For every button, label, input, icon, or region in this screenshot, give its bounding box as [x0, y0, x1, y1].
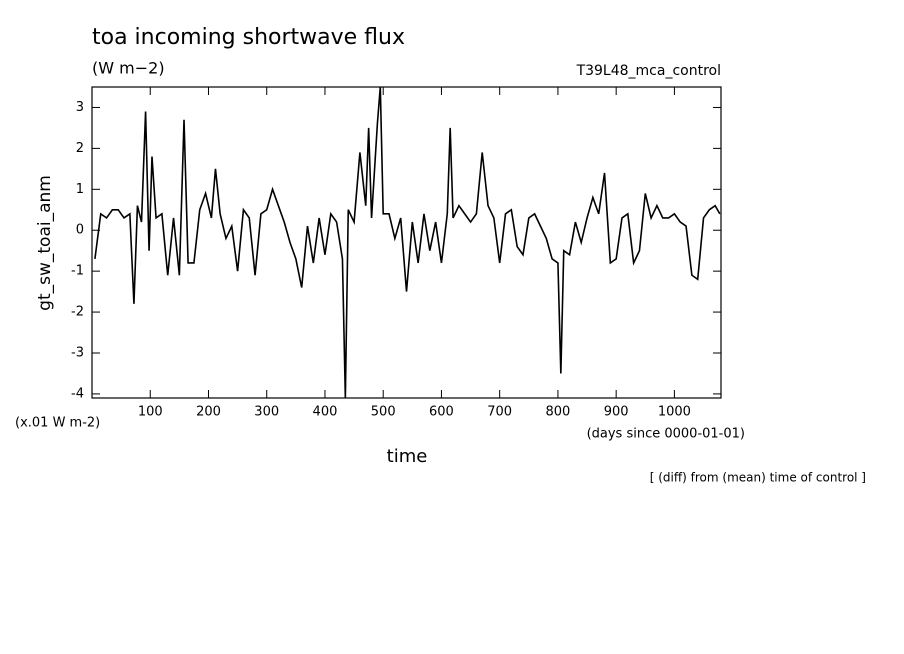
chart-title: toa incoming shortwave flux	[92, 25, 405, 50]
x-tick-label: 900	[604, 405, 629, 420]
y-tick-label: -3	[71, 345, 84, 360]
x-axis-label: time	[387, 446, 428, 467]
x-tick-label: 1000	[658, 405, 691, 420]
data-line	[94, 87, 721, 398]
y-tick-label: -1	[71, 264, 84, 279]
x-tick-label: 800	[546, 405, 571, 420]
plot-frame	[91, 86, 722, 399]
x-tick-label: 500	[371, 405, 396, 420]
x-unit: (days since 0000-01-01)	[587, 427, 745, 442]
note: [ (diff) from (mean) time of control ]	[650, 471, 866, 485]
x-tick-label: 700	[487, 405, 512, 420]
x-tick-label: 400	[313, 405, 338, 420]
y-unit: (x.01 W m-2)	[15, 416, 100, 431]
y-tick-label: 1	[76, 182, 84, 197]
y-tick-label: 2	[76, 141, 84, 156]
x-tick-label: 200	[196, 405, 221, 420]
experiment-label: T39L48_mca_control	[576, 63, 721, 79]
x-tick-label: 600	[429, 405, 454, 420]
y-tick-label: -2	[71, 305, 84, 320]
y-tick-label: -4	[71, 386, 84, 401]
y-tick-label: 0	[76, 223, 84, 238]
y-tick-label: 3	[76, 100, 84, 115]
chart-subtitle: (W m−2)	[92, 59, 165, 78]
y-axis-label: gt_sw_toai_anm	[35, 175, 55, 311]
x-tick-label: 100	[138, 405, 163, 420]
x-tick-label: 300	[254, 405, 279, 420]
